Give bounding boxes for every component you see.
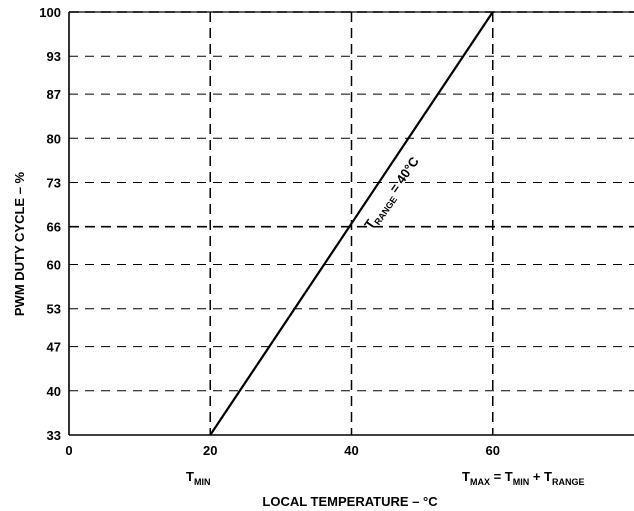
tmax-part-0: T (462, 469, 470, 484)
y-tick-label-93: 93 (47, 49, 61, 64)
y-tick-label-53: 53 (47, 302, 61, 317)
y-tick-label-40: 40 (47, 384, 61, 399)
trange-sub: RANGE (372, 195, 399, 227)
x-tick-label-40: 40 (344, 443, 358, 458)
y-tick-label-73: 73 (47, 175, 61, 190)
y-tick-label-60: 60 (47, 258, 61, 273)
y-axis-label: PWM DUTY CYCLE – % (12, 171, 27, 316)
tmax-part-4: + T (529, 469, 552, 484)
tmax-part-1: MAX (470, 477, 490, 487)
y-tick-labels: 33 40 47 53 60 66 73 80 87 93 100 (39, 5, 61, 443)
y-tick-label-66: 66 (47, 220, 61, 235)
y-tick-label-33: 33 (47, 428, 61, 443)
series-line-0 (209, 11, 494, 436)
tmin-sub: MIN (194, 477, 211, 487)
tmax-formula-label: TMAX = TMIN + TRANGE (462, 469, 585, 487)
y-tick-label-100: 100 (39, 5, 61, 20)
y-tick-label-47: 47 (47, 340, 61, 355)
x-tick-label-60: 60 (486, 443, 500, 458)
x-tick-labels: 0 20 40 60 (65, 443, 500, 458)
x-axis-label: LOCAL TEMPERATURE – °C (262, 494, 438, 509)
x-tick-label-0: 0 (65, 443, 72, 458)
y-tick-label-87: 87 (47, 87, 61, 102)
x-tick-label-20: 20 (203, 443, 217, 458)
tmax-part-5: RANGE (552, 477, 585, 487)
trange-rest: = 40°C (384, 154, 422, 199)
series-layer (209, 11, 494, 436)
tmin-label: TMIN (186, 469, 210, 487)
y-tick-label-80: 80 (47, 131, 61, 146)
tmax-part-2: = T (490, 469, 513, 484)
tmax-part-3: MIN (513, 477, 530, 487)
tmin-t: T (186, 469, 194, 484)
plot-frame (68, 11, 634, 436)
